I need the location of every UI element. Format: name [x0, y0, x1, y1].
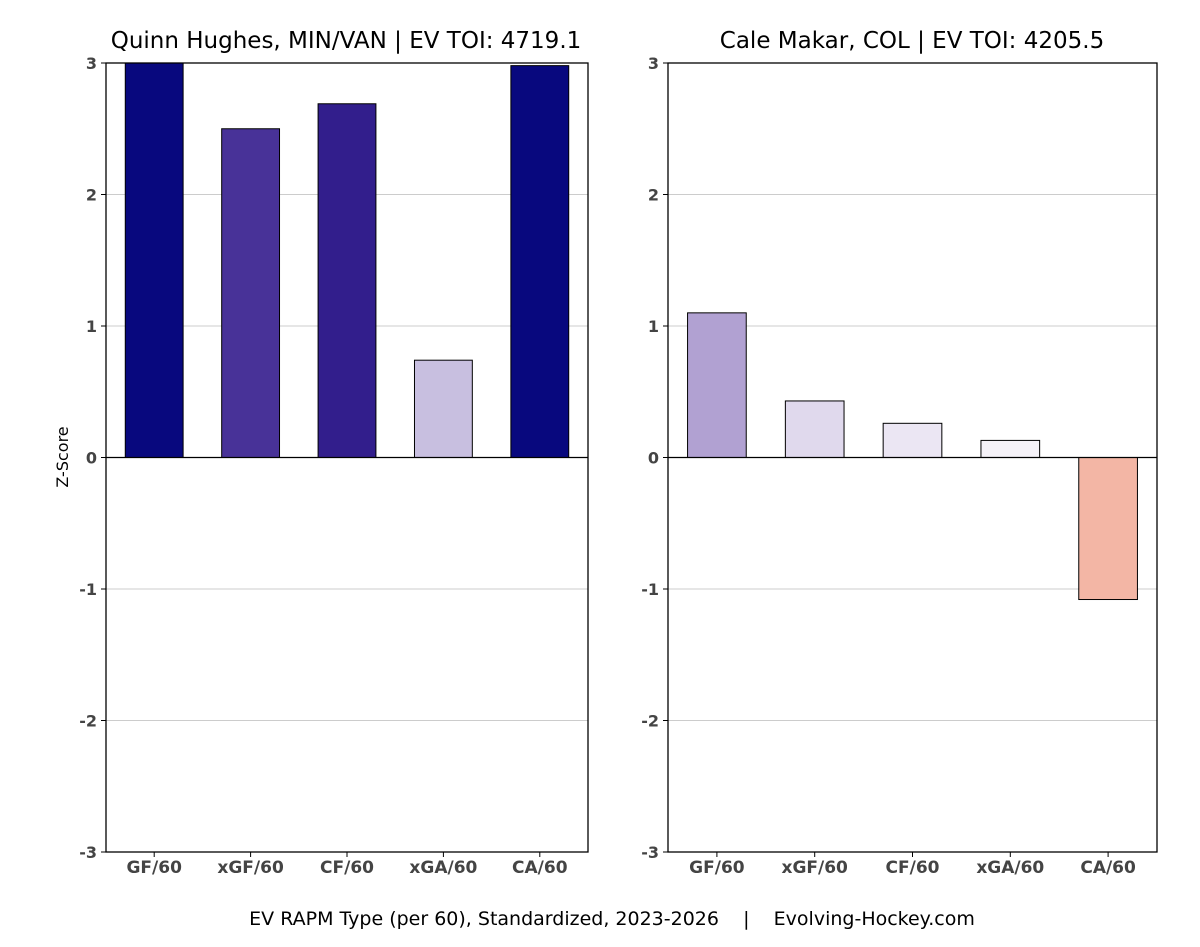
x-tick-label: CF/60: [320, 858, 374, 878]
y-axis-label: Z-Score: [53, 426, 72, 487]
y-tick-label: -2: [641, 712, 659, 731]
y-tick-label: 3: [648, 54, 659, 73]
y-tick-label: 1: [648, 317, 659, 336]
bar-xga-per-60: [413, 359, 473, 458]
panel-title: Quinn Hughes, MIN/VAN | EV TOI: 4719.1: [111, 28, 582, 54]
bar-cf-per-60: [317, 103, 377, 458]
panel-quinn-hughes: Quinn Hughes, MIN/VAN | EV TOI: 4719.1 Z…: [53, 28, 589, 878]
y-tick-label: 1: [86, 317, 97, 336]
panel-cale-makar: Cale Makar, COL | EV TOI: 4205.5 3 2 1 0 -1 -…: [641, 28, 1158, 878]
y-tick-label: -2: [79, 712, 97, 731]
x-tick-label: CA/60: [1080, 858, 1136, 878]
bar-gf-per-60: [124, 62, 184, 458]
bar-cf-per-60: [882, 422, 943, 458]
y-tick-label: 3: [86, 54, 97, 73]
x-tick-label: xGF/60: [781, 858, 848, 878]
bar-ca-per-60: [510, 65, 570, 458]
bar-ca-per-60: [1078, 457, 1138, 601]
y-tick-label: -3: [641, 843, 659, 862]
x-tick-label: CF/60: [886, 858, 940, 878]
plot-frame: [105, 62, 589, 853]
chart-footer: EV RAPM Type (per 60), Standardized, 202…: [249, 908, 975, 930]
x-tick-label: CA/60: [512, 858, 568, 878]
bar-gf-per-60: [687, 312, 747, 458]
y-tick-label: 0: [86, 449, 97, 468]
x-tick-label: GF/60: [126, 858, 182, 878]
y-tick-label: -3: [79, 843, 97, 862]
x-tick-label: xGF/60: [217, 858, 284, 878]
y-tick-label: 2: [86, 186, 97, 205]
x-tick-label: xGA/60: [976, 858, 1044, 878]
x-tick-label: xGA/60: [409, 858, 477, 878]
bar-xgf-per-60: [784, 400, 845, 458]
y-tick-label: -1: [641, 580, 659, 599]
bar-xga-per-60: [980, 439, 1041, 458]
y-tick-label: -1: [79, 580, 97, 599]
y-tick-label: 0: [648, 449, 659, 468]
x-tick-label: GF/60: [689, 858, 745, 878]
panel-title: Cale Makar, COL | EV TOI: 4205.5: [720, 28, 1104, 54]
bar-xgf-per-60: [221, 128, 281, 458]
plot-frame: [667, 62, 1158, 853]
y-tick-label: 2: [648, 186, 659, 205]
